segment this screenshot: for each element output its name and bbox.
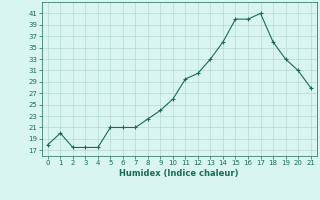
- X-axis label: Humidex (Indice chaleur): Humidex (Indice chaleur): [119, 169, 239, 178]
